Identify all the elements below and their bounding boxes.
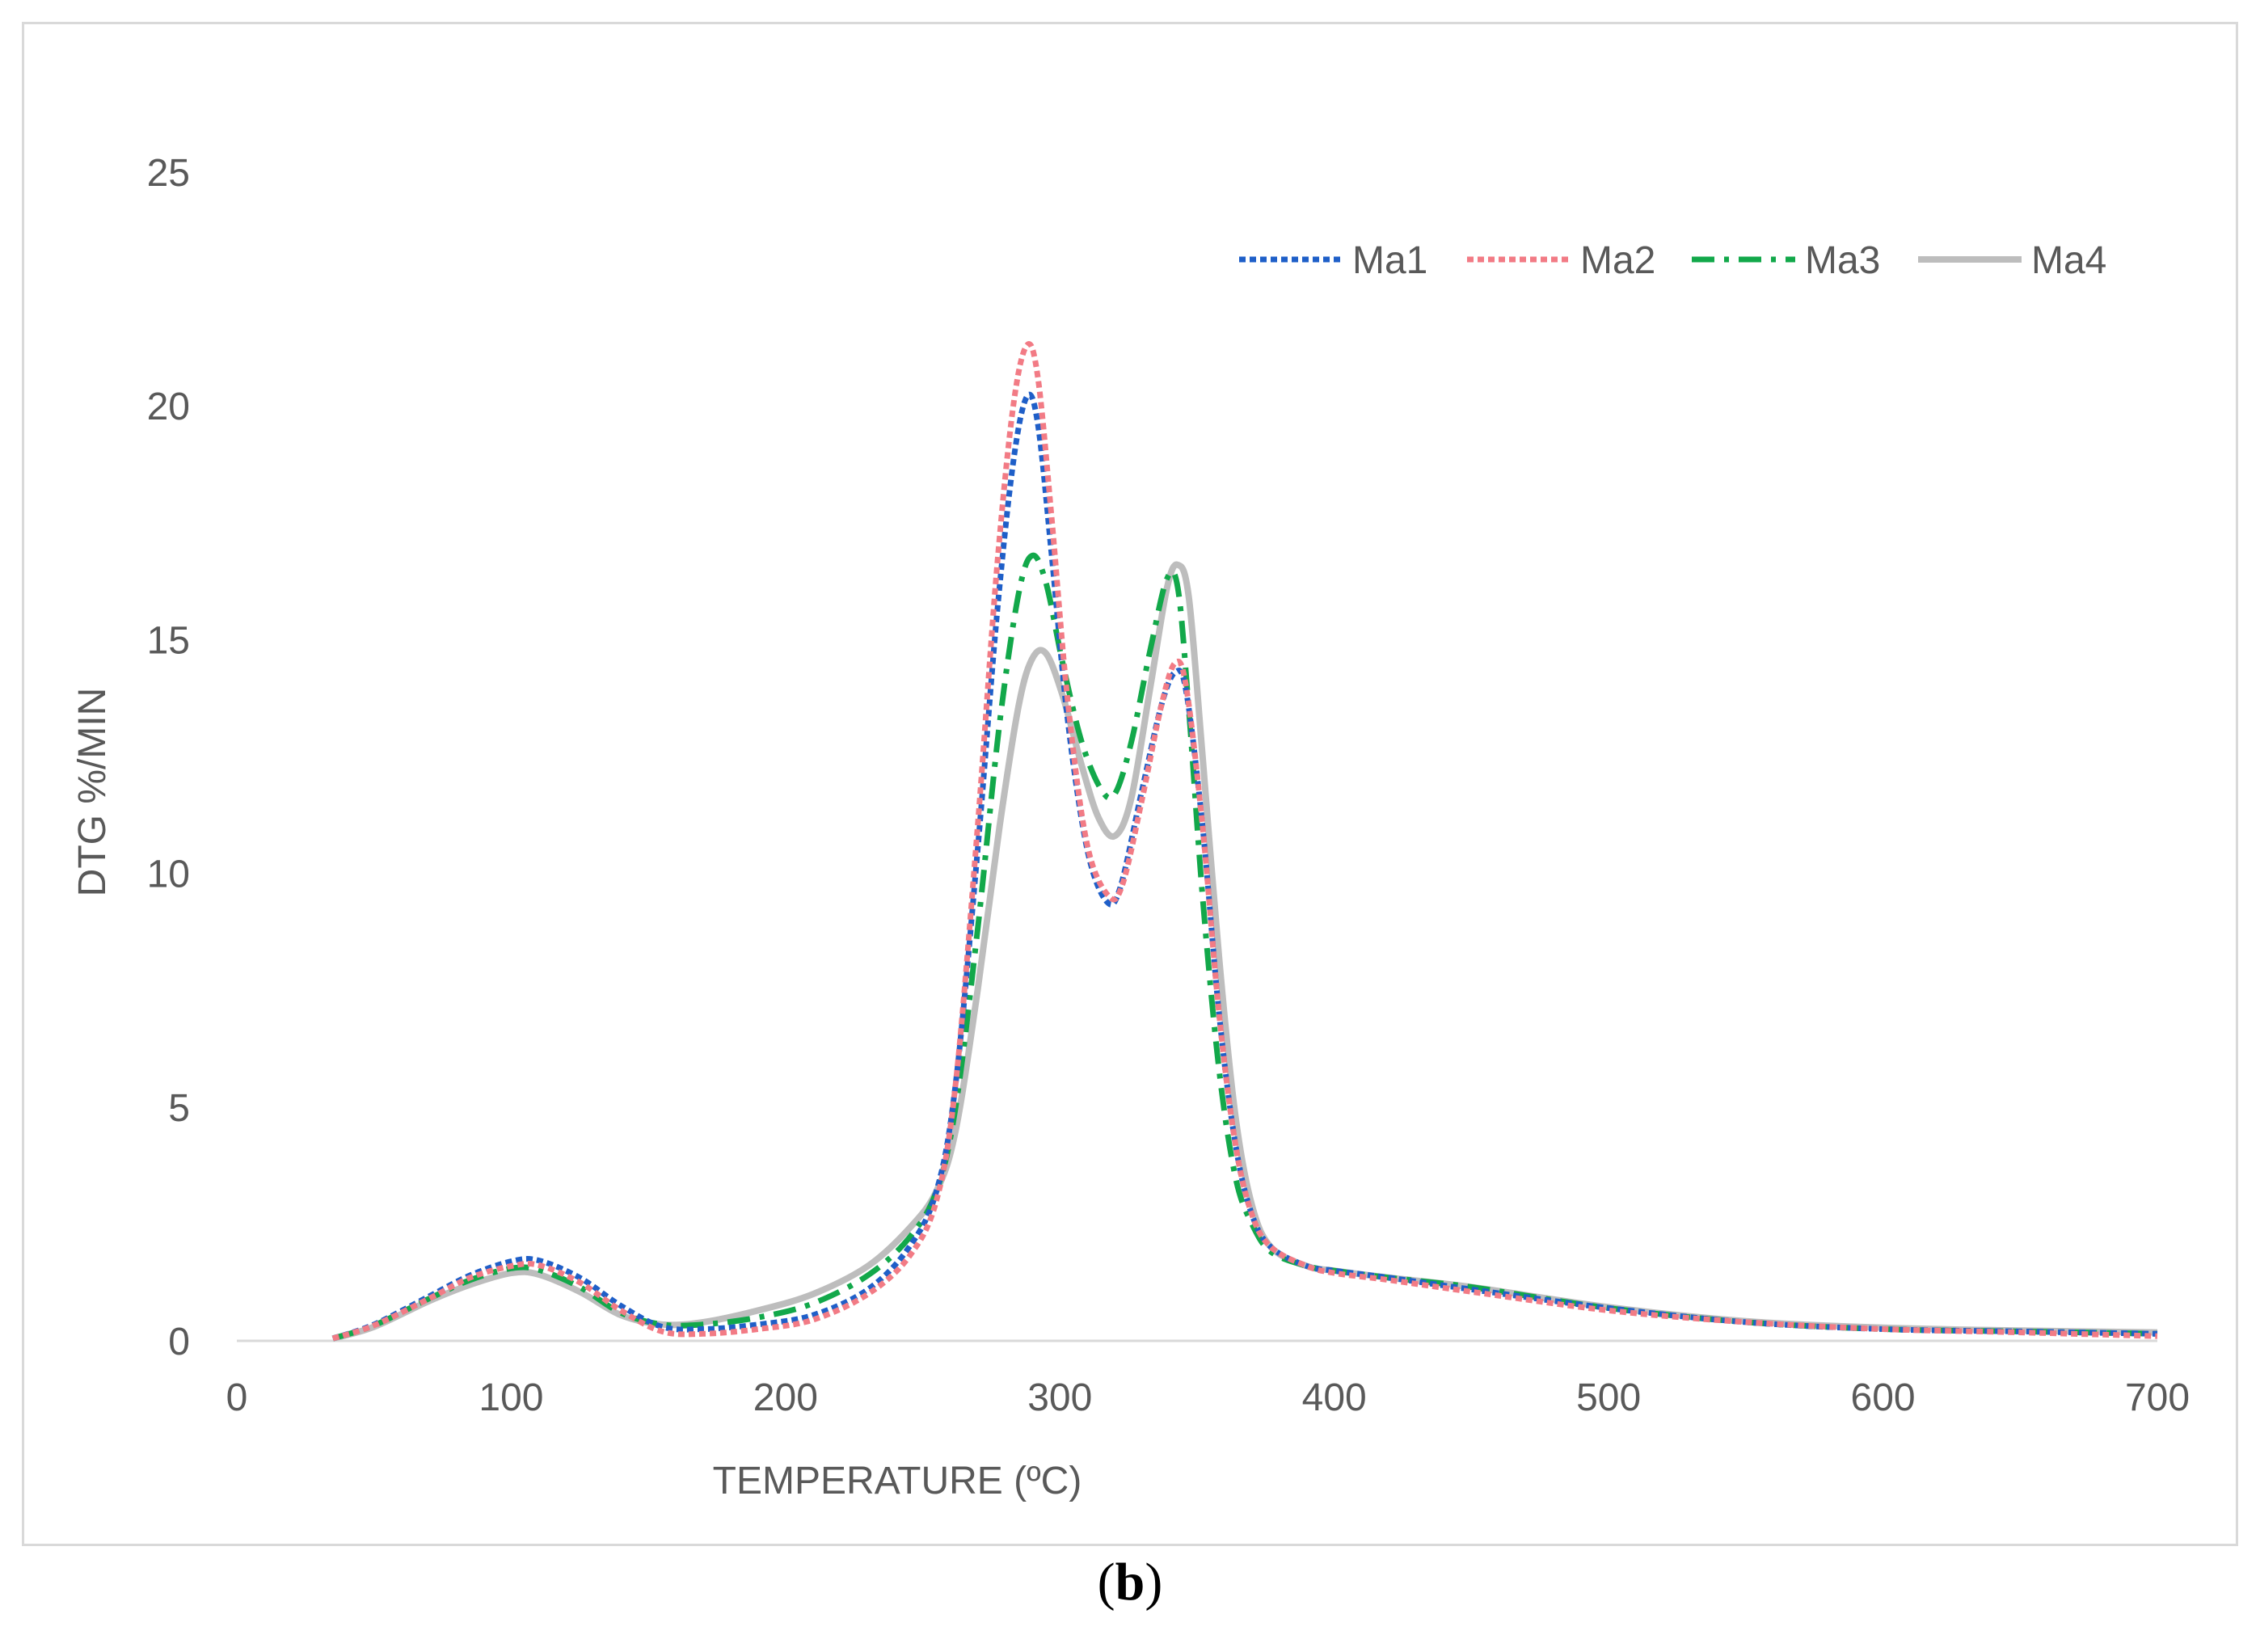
legend-label-ma1: Ma1 [1352, 239, 1427, 282]
series-line-ma2 [331, 341, 2158, 1342]
y-tick-label: 5 [168, 1087, 190, 1130]
x-axis-title: TEMPERATURE (ºC) [713, 1460, 1082, 1502]
panel-label: (b) [0, 1552, 2260, 1613]
dtg-chart: 0 5 10 15 20 25 0 100 200 300 400 500 600 700 DTG %/… [71, 152, 2190, 1502]
x-tick-label: 600 [1851, 1376, 1916, 1419]
x-tick-label: 300 [1027, 1376, 1092, 1419]
legend-label-ma4: Ma4 [2031, 239, 2106, 282]
x-tick-label: 400 [1302, 1376, 1367, 1419]
x-tick-labels: 0 100 200 300 400 500 600 700 [226, 1376, 2190, 1419]
series-line-ma3 [331, 552, 2158, 1342]
y-tick-labels: 0 5 10 15 20 25 [147, 152, 190, 1363]
series-line-ma4 [331, 561, 2158, 1342]
panel-label-close: ) [1145, 1553, 1163, 1612]
y-axis-title: DTG %/MIN [71, 688, 114, 897]
legend-label-ma3: Ma3 [1805, 239, 1880, 282]
panel-label-open: ( [1097, 1553, 1115, 1612]
legend-label-ma2: Ma2 [1580, 239, 1655, 282]
y-tick-label: 15 [147, 619, 190, 662]
y-tick-label: 0 [168, 1321, 190, 1363]
x-tick-label: 700 [2125, 1376, 2190, 1419]
x-tick-label: 0 [226, 1376, 248, 1419]
y-tick-label: 25 [147, 152, 190, 195]
chart-frame: 0 5 10 15 20 25 0 100 200 300 400 500 600 700 DTG %/… [22, 22, 2238, 1546]
y-tick-label: 10 [147, 853, 190, 896]
y-tick-label: 20 [147, 386, 190, 428]
x-tick-label: 500 [1576, 1376, 1641, 1419]
x-tick-label: 200 [753, 1376, 818, 1419]
series-lines [331, 341, 2158, 1342]
legend: Ma1 Ma2 Ma3 Ma4 [1239, 239, 2106, 282]
x-tick-label: 100 [479, 1376, 543, 1419]
panel-label-letter: b [1115, 1553, 1145, 1612]
